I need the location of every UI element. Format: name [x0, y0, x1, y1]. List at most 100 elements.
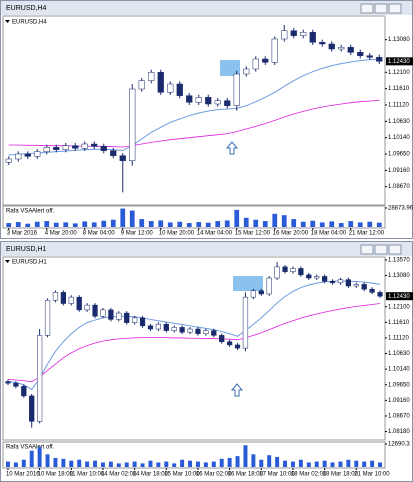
volume-bar	[140, 463, 145, 467]
plot-area	[2, 15, 386, 206]
arrow-icon	[230, 383, 244, 397]
candle-body	[195, 328, 201, 335]
candle-body	[179, 327, 185, 333]
volume-bar	[188, 460, 193, 467]
volume-bar	[108, 461, 113, 467]
volume-bar	[298, 459, 303, 467]
volume-bar	[186, 223, 192, 227]
y-tick-label: 1.12100	[388, 70, 410, 76]
volume-bar	[338, 223, 344, 227]
volume-bar	[362, 461, 367, 467]
candle-body	[119, 155, 126, 161]
ma-line	[8, 99, 380, 148]
volume-bar	[378, 462, 383, 467]
candle-body	[274, 266, 280, 279]
candle-body	[167, 83, 174, 93]
candle-body	[186, 95, 193, 103]
candle-body	[124, 312, 130, 323]
window-title: EURUSD,H1	[6, 246, 47, 253]
minimize-button[interactable]	[360, 244, 374, 255]
close-button[interactable]	[388, 244, 402, 255]
volume-bar	[93, 460, 98, 467]
volume-bar	[116, 463, 121, 467]
volume-bar	[156, 462, 161, 467]
volume-bar	[132, 461, 137, 467]
candle-body	[53, 147, 60, 150]
selection-highlight	[220, 60, 240, 76]
minimize-button[interactable]	[360, 3, 374, 14]
candle-body	[203, 330, 209, 335]
candle-body	[116, 312, 122, 320]
volume-bar	[211, 461, 216, 467]
candle-body	[347, 47, 354, 53]
volume-bar	[235, 456, 240, 467]
candle-body	[353, 284, 359, 287]
y-tick-label: 1.12100	[388, 304, 410, 310]
candle-body	[155, 323, 161, 330]
volume-bar	[283, 460, 288, 467]
title-bar[interactable]	[1, 242, 412, 256]
volume-bar	[139, 219, 145, 227]
volume-bar	[215, 221, 221, 227]
window-buttons	[360, 3, 402, 255]
volume-bar	[367, 221, 373, 227]
volume-bar	[259, 459, 264, 467]
candle-body	[345, 279, 351, 287]
volume-bar	[322, 460, 327, 467]
indicator-status: Alert off.	[32, 209, 55, 215]
title-bar[interactable]	[1, 1, 412, 15]
plot-area	[2, 256, 386, 441]
volume-bar	[243, 217, 249, 227]
x-tick-label: 15 Mar 10:00	[164, 472, 200, 478]
maximize-button[interactable]	[374, 244, 388, 255]
volume-bar	[272, 213, 278, 227]
volume-bar	[203, 462, 208, 467]
volume-bar	[357, 222, 363, 227]
ma-line	[7, 280, 381, 391]
candle-body	[62, 145, 69, 150]
volume-bar	[37, 447, 42, 467]
x-tick-label: 18 Mar 04:00	[311, 231, 347, 237]
volume-bar	[275, 457, 280, 467]
candle-body	[328, 43, 335, 50]
candle-body	[338, 47, 345, 50]
candle-body	[242, 296, 249, 349]
volume-bar	[319, 222, 325, 227]
candle-body	[84, 304, 90, 311]
candle-body	[43, 147, 50, 152]
x-tick-label: 4 Mar 20:00	[45, 231, 78, 237]
volume-bar	[281, 215, 287, 227]
x-tick-label: 10 Mar 2016	[6, 472, 40, 478]
volume-bar	[227, 457, 232, 467]
volume-bar	[205, 222, 211, 227]
candle-body	[243, 68, 250, 75]
candle-body	[309, 32, 316, 43]
candle-body	[139, 317, 146, 327]
candle-body	[337, 279, 344, 284]
candle-body	[319, 42, 326, 45]
candle-body	[60, 292, 66, 304]
candle-body	[234, 344, 241, 349]
close-button[interactable]	[388, 3, 402, 14]
indicator-title: Rafa VSA	[6, 209, 32, 215]
volume-bar	[69, 460, 74, 467]
candle-body	[282, 266, 288, 272]
candle-body	[176, 83, 183, 96]
candle-body	[163, 323, 169, 331]
candle-body	[357, 52, 364, 56]
volume-bar	[291, 219, 297, 227]
volume-bar	[243, 445, 248, 467]
volume-bar	[300, 221, 306, 227]
candle-body	[369, 288, 375, 293]
candle-body	[13, 382, 19, 387]
volume-bar	[110, 219, 116, 227]
candle-body	[68, 296, 74, 304]
volume-bar	[180, 459, 185, 467]
x-tick-label: 11 Mar 10:00	[69, 472, 105, 478]
candle-body	[100, 146, 107, 151]
volume-bar	[77, 459, 82, 467]
maximize-button[interactable]	[374, 3, 388, 14]
candle-body	[5, 381, 11, 384]
x-tick-label: 16 Mar 20:00	[273, 231, 309, 237]
